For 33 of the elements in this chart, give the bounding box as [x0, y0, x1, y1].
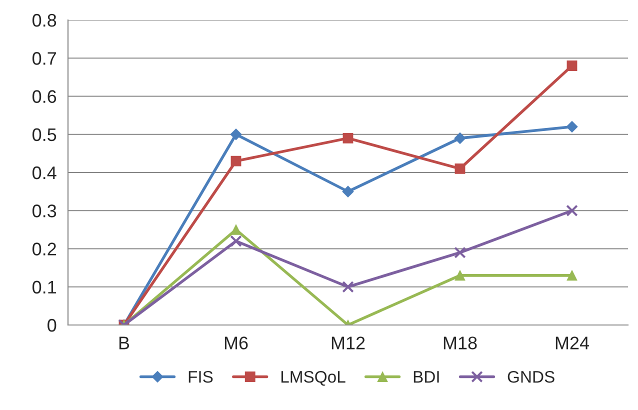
- y-tick-label: 0.8: [32, 14, 56, 27]
- point: [230, 156, 242, 166]
- x-tick-label: M24: [556, 336, 590, 350]
- legend-label: GNDS: [508, 370, 554, 383]
- y-tick-label: 0.3: [32, 204, 56, 218]
- legend-label: LMSQoL: [281, 370, 346, 386]
- point: [230, 224, 242, 235]
- point: [454, 246, 466, 258]
- point: [566, 60, 578, 71]
- x-tick-label: M6: [224, 336, 248, 350]
- point: [342, 280, 354, 293]
- y-tick-label: 0.5: [32, 128, 56, 142]
- y-tick-label: 0.2: [32, 242, 56, 256]
- legend-label: FIS: [188, 370, 213, 383]
- point: [230, 235, 242, 248]
- x-tick-label: M18: [444, 336, 477, 350]
- y-tick-label: 0.1: [32, 280, 56, 294]
- point: [566, 121, 578, 132]
- y-tick-label: 0.7: [32, 52, 56, 65]
- legend-label: BDI: [414, 371, 439, 383]
- y-tick-label: 0.4: [32, 166, 56, 180]
- x-tick-label: M12: [332, 336, 365, 350]
- point: [566, 270, 578, 281]
- y-tick-label: 0.6: [32, 90, 56, 103]
- point: [230, 128, 242, 140]
- point: [454, 270, 466, 281]
- x-tick-label: B: [119, 336, 130, 350]
- point: [454, 132, 466, 144]
- y-tick-label: 0: [48, 318, 56, 332]
- point: [454, 163, 466, 174]
- point: [566, 204, 578, 217]
- point: [342, 186, 354, 198]
- point: [342, 132, 354, 144]
